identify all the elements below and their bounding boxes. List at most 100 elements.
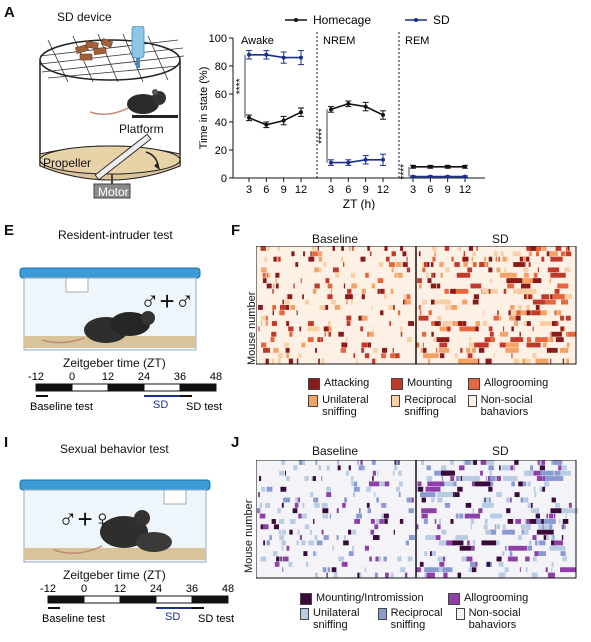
behavior-bout [461, 256, 464, 262]
behavior-bout [436, 337, 450, 343]
behavior-bout [400, 567, 406, 573]
behavior-bout [461, 556, 467, 562]
timeline-block [107, 383, 145, 392]
behavior-bout [286, 294, 289, 300]
x-axis-label: ZT (h) [343, 197, 375, 210]
behavior-bout [514, 492, 520, 498]
behavior-bout [262, 272, 266, 278]
behavior-bout [263, 524, 269, 530]
behavior-bout [423, 519, 428, 524]
behavior-bout [436, 283, 441, 289]
behavior-bout [526, 342, 541, 348]
behavior-bout [311, 246, 316, 251]
data-point [346, 101, 351, 106]
behavior-bout [525, 519, 531, 524]
behavior-bout [439, 321, 441, 326]
behavior-bout [333, 572, 338, 578]
behavior-bout [493, 251, 498, 257]
behavior-bout [310, 251, 312, 257]
behavior-bout [492, 540, 500, 546]
behavior-bout [549, 513, 554, 519]
swatch [468, 378, 480, 390]
behavior-bout [289, 331, 293, 337]
y-axis-label: Time in state (%) [198, 67, 210, 150]
behavior-bout [350, 272, 356, 278]
behavior-bout [510, 337, 524, 343]
behavior-bout [494, 524, 496, 530]
behavior-bout [464, 460, 471, 465]
behavior-bout [496, 492, 502, 498]
behavior-bout [364, 545, 369, 551]
behavior-bout [258, 476, 262, 481]
behavior-bout [321, 358, 325, 364]
behavior-bout [364, 353, 370, 359]
behavior-bout [434, 519, 437, 524]
behavior-bout [511, 481, 515, 487]
behavior-bout [358, 465, 364, 471]
behavior-bout [360, 326, 364, 332]
behavior-bout [360, 256, 366, 262]
sd-device-illustration [39, 26, 185, 199]
behavior-bout [289, 529, 293, 535]
behavior-bout [370, 519, 375, 524]
behavior-bout [522, 358, 526, 364]
behavior-bout [284, 342, 290, 348]
behavior-bout [441, 529, 447, 535]
behavior-bout [549, 524, 553, 530]
behavior-bout [526, 310, 531, 316]
behavior-bout [347, 294, 353, 300]
behavior-bout [373, 481, 380, 487]
behavior-bout [402, 262, 408, 267]
behavior-bout [508, 545, 517, 551]
behavior-bout [308, 540, 315, 546]
legend-label: SD [433, 13, 450, 27]
behavior-bout [431, 272, 434, 278]
baseline-header-j: Baseline [312, 444, 359, 458]
platform-label: Platform [119, 122, 164, 136]
behavior-bout [290, 519, 296, 524]
behavior-bout [484, 502, 490, 508]
behavior-bout [427, 481, 445, 487]
behavior-bout [513, 465, 515, 471]
behavior-bout [545, 567, 548, 573]
behavior-bout [495, 256, 498, 262]
data-point [445, 164, 450, 169]
timeline-tick-label: 24 [150, 583, 162, 595]
behavior-bout [520, 283, 526, 289]
behavior-bout [283, 497, 287, 503]
x-tick-label: 6 [427, 184, 433, 196]
behavior-bout [318, 256, 323, 262]
sexual-behavior-title: Sexual behavior test [60, 442, 169, 456]
behavior-bout [523, 529, 529, 535]
behavior-bout [445, 267, 450, 273]
behavior-bout [265, 502, 271, 508]
behavior-bout [506, 497, 511, 503]
behavior-bout [325, 278, 330, 284]
behavior-bout [470, 283, 482, 289]
behavior-bout [490, 358, 493, 364]
behavior-bout [326, 572, 328, 578]
legend-j-nonsocial: Non-social bahaviors [456, 607, 536, 631]
x-tick-label: 6 [345, 184, 351, 196]
behavior-bout [526, 294, 529, 300]
behavior-bout [344, 497, 347, 503]
behavior-bout [313, 519, 315, 524]
state-label: REM [405, 35, 429, 47]
behavior-bout [444, 540, 456, 546]
behavior-bout [404, 572, 408, 578]
behavior-bout [515, 519, 521, 524]
timeline-tick-label: 36 [174, 371, 186, 383]
behavior-bout [405, 540, 409, 546]
behavior-bout [322, 305, 329, 310]
behavior-bout [307, 326, 313, 332]
behavior-bout [511, 353, 513, 359]
behavior-bout [526, 470, 543, 476]
behavior-bout [545, 299, 549, 305]
behavior-bout [429, 551, 432, 557]
behavior-bout [439, 561, 445, 567]
behavior-bout [547, 470, 551, 476]
behavior-bout [510, 529, 515, 535]
behavior-bout [502, 465, 510, 471]
behavior-bout [566, 342, 570, 348]
swatch [456, 608, 465, 620]
